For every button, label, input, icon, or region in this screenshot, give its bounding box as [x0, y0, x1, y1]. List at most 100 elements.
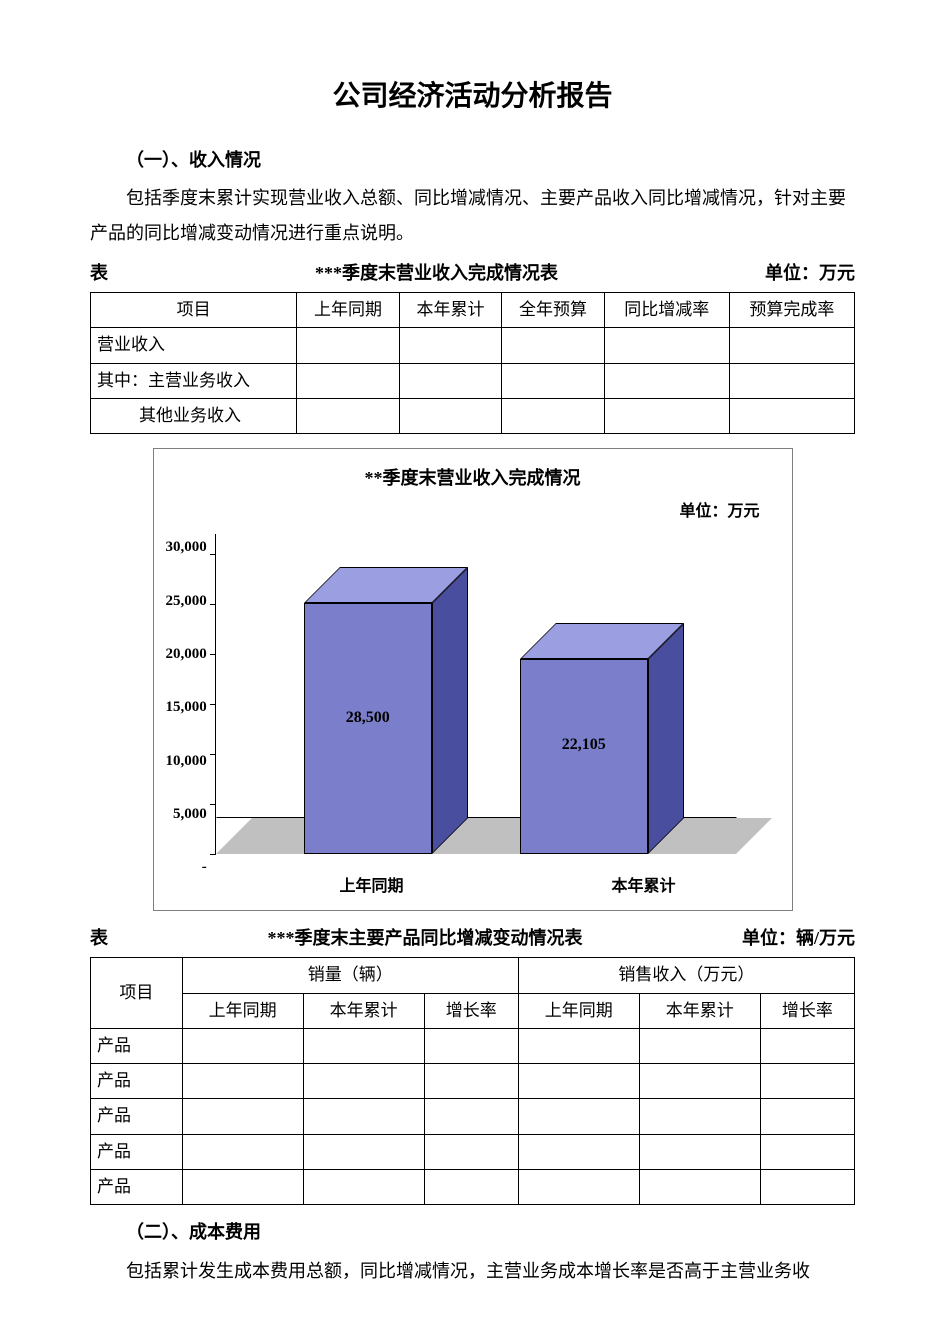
table2-cell: [424, 1170, 518, 1205]
table1-cell: [502, 328, 604, 363]
section-1-body: 包括季度末累计实现营业收入总额、同比增减情况、主要产品收入同比增减情况，针对主要…: [90, 181, 855, 249]
table1-cell: [729, 363, 854, 398]
table2-header-row-1: 项目 销量（辆） 销售收入（万元）: [91, 958, 855, 993]
chart-unit: 单位：万元: [166, 497, 780, 527]
table1-cell: [297, 328, 399, 363]
table2-sub-5: 增长率: [760, 993, 854, 1028]
table1-cell: [604, 398, 729, 433]
table2-row-label: 产品: [91, 1134, 183, 1169]
table2-cell: [518, 1099, 639, 1134]
chart-y-tick-mark: [210, 554, 216, 555]
table2-cell: [518, 1134, 639, 1169]
table2-cell: [424, 1099, 518, 1134]
table1-cell: [502, 398, 604, 433]
table1-cell: [297, 363, 399, 398]
table2-cell: [639, 1170, 760, 1205]
table2-cell: [303, 1028, 424, 1063]
table1-col-2: 本年累计: [399, 292, 501, 327]
table1-cell: [399, 398, 501, 433]
table2-head-group1: 销量（辆）: [182, 958, 518, 993]
table2-cell: [182, 1170, 303, 1205]
table2-row-label: 产品: [91, 1170, 183, 1205]
table2-caption: ***季度末主要产品同比增减变动情况表: [108, 921, 742, 955]
table2-cell: [424, 1028, 518, 1063]
table2-cell: [760, 1134, 854, 1169]
chart-y-tick-mark: [210, 654, 216, 655]
table1-caption: ***季度末营业收入完成情况表: [108, 256, 765, 290]
table1-cell: [399, 328, 501, 363]
table1-cell: [604, 328, 729, 363]
table1-cell: [604, 363, 729, 398]
table1-col-3: 全年预算: [502, 292, 604, 327]
table-row: 其他业务收入: [91, 398, 855, 433]
chart-y-axis: 30,00025,00020,00015,00010,0005,000-: [166, 534, 215, 868]
table2-cell: [424, 1064, 518, 1099]
table2-cell: [303, 1064, 424, 1099]
chart-area: 30,00025,00020,00015,00010,0005,000- 28,…: [166, 534, 780, 868]
chart-x-axis: 上年同期本年累计: [236, 872, 780, 902]
chart-x-category-label: 本年累计: [508, 872, 780, 902]
table2-left-label: 表: [90, 921, 108, 955]
table-row: 其中：主营业务收入: [91, 363, 855, 398]
table1-left-label: 表: [90, 256, 108, 290]
table1-cell: [502, 363, 604, 398]
chart-bar-side: [432, 567, 468, 854]
table2-cell: [760, 1064, 854, 1099]
table2-cell: [182, 1028, 303, 1063]
table2: 项目 销量（辆） 销售收入（万元） 上年同期 本年累计 增长率 上年同期 本年累…: [90, 957, 855, 1205]
table1-caption-row: 表 ***季度末营业收入完成情况表 单位：万元: [90, 256, 855, 290]
chart-bar-value-label: 28,500: [304, 703, 432, 733]
chart-y-tick-mark: [210, 854, 216, 855]
table2-row-label: 产品: [91, 1099, 183, 1134]
table2-caption-row: 表 ***季度末主要产品同比增减变动情况表 单位：辆/万元: [90, 921, 855, 955]
table1-cell: [399, 363, 501, 398]
document-page: 公司经济活动分析报告 （一）、收入情况 包括季度末累计实现营业收入总额、同比增减…: [0, 0, 945, 1337]
table-row: 产品: [91, 1064, 855, 1099]
chart-bar-value-label: 22,105: [520, 730, 648, 760]
chart-y-tick-mark: [210, 704, 216, 705]
table1-col-0: 项目: [91, 292, 297, 327]
chart-plot: 28,500 22,105: [215, 534, 780, 854]
chart-bar: 22,105: [520, 623, 648, 854]
chart-y-tick-mark: [210, 804, 216, 805]
table1-row-label: 其中：主营业务收入: [91, 363, 297, 398]
table2-cell: [182, 1099, 303, 1134]
section-2-body: 包括累计发生成本费用总额，同比增减情况，主营业务成本增长率是否高于主营业务收: [90, 1254, 855, 1288]
chart-y-tick-mark: [210, 604, 216, 605]
table2-cell: [639, 1028, 760, 1063]
table1-cell: [297, 398, 399, 433]
table1-cell: [729, 398, 854, 433]
table-row: 产品: [91, 1099, 855, 1134]
chart-y-tick-mark: [210, 754, 216, 755]
table1-unit: 单位：万元: [765, 256, 855, 290]
table2-cell: [303, 1134, 424, 1169]
chart-title: **季度末营业收入完成情况: [166, 461, 780, 495]
table2-sub-1: 本年累计: [303, 993, 424, 1028]
table2-cell: [639, 1099, 760, 1134]
table1: 项目 上年同期 本年累计 全年预算 同比增减率 预算完成率 营业收入其中：主营业…: [90, 292, 855, 434]
table2-cell: [760, 1028, 854, 1063]
table-row: 营业收入: [91, 328, 855, 363]
table2-cell: [639, 1134, 760, 1169]
table2-cell: [303, 1170, 424, 1205]
table2-sub-3: 上年同期: [518, 993, 639, 1028]
section-2-heading: （二）、成本费用: [90, 1215, 855, 1249]
table2-sub-4: 本年累计: [639, 993, 760, 1028]
table2-cell: [518, 1028, 639, 1063]
table1-col-4: 同比增减率: [604, 292, 729, 327]
chart-box: **季度末营业收入完成情况 单位：万元 30,00025,00020,00015…: [153, 448, 793, 911]
chart-bar: 28,500: [304, 567, 432, 854]
table1-row-label: 营业收入: [91, 328, 297, 363]
table2-unit: 单位：辆/万元: [742, 921, 855, 955]
table2-row-label: 产品: [91, 1028, 183, 1063]
section-1-heading: （一）、收入情况: [90, 143, 855, 177]
table2-cell: [639, 1064, 760, 1099]
document-title: 公司经济活动分析报告: [90, 70, 855, 123]
table2-cell: [760, 1170, 854, 1205]
table2-cell: [518, 1064, 639, 1099]
table2-cell: [182, 1134, 303, 1169]
table2-sub-2: 增长率: [424, 993, 518, 1028]
table1-row-label: 其他业务收入: [91, 398, 297, 433]
table2-head-item: 项目: [91, 958, 183, 1029]
chart-bar-side: [648, 623, 684, 854]
